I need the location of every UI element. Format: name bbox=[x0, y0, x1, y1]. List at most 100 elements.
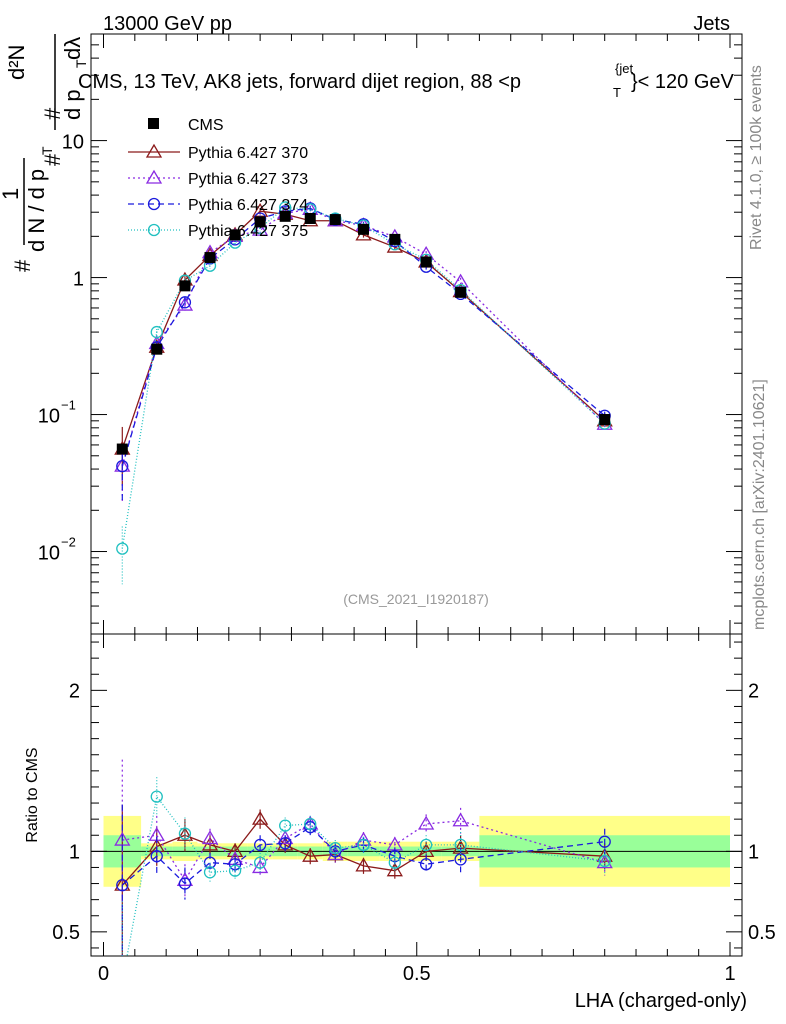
legend-marker-0 bbox=[145, 143, 163, 158]
series-marker-ratio bbox=[388, 856, 401, 869]
ratio-frame bbox=[90, 633, 743, 957]
series-marker-ratio bbox=[598, 854, 611, 868]
series-marker-ratio bbox=[418, 815, 435, 830]
cms-point bbox=[420, 256, 432, 268]
series-marker-ratio bbox=[150, 850, 163, 863]
series-marker-ratio bbox=[228, 864, 242, 877]
series-marker-ratio bbox=[329, 841, 342, 855]
series-marker-ratio bbox=[419, 838, 433, 852]
series-marker-ratio bbox=[253, 838, 267, 852]
series-line-ratio bbox=[122, 820, 605, 882]
ylabel-one: 1 bbox=[0, 188, 23, 200]
series-marker-ratio bbox=[279, 819, 292, 832]
series-marker-ratio bbox=[302, 847, 319, 862]
series-marker-ratio bbox=[277, 830, 294, 845]
y-tick-label-ratio: 2 bbox=[69, 680, 80, 702]
plot-title: CMS, 13 TeV, AK8 jets, forward dijet reg… bbox=[78, 61, 735, 100]
series-marker-main bbox=[116, 460, 129, 473]
series-marker-main bbox=[116, 542, 129, 555]
series-main-2 bbox=[116, 202, 611, 502]
cms-point bbox=[254, 216, 266, 228]
series-marker-main bbox=[178, 296, 192, 309]
y-tick-label-base: 10 bbox=[38, 543, 60, 565]
x-axis-title: LHA (charged-only) bbox=[575, 990, 747, 1012]
mc-series bbox=[114, 201, 613, 987]
y-axis-title-ratio: Ratio to CMS bbox=[24, 747, 41, 842]
series-marker-ratio bbox=[176, 826, 194, 841]
series-marker-main bbox=[251, 221, 269, 236]
series-ratio-3 bbox=[117, 777, 611, 987]
legend-label-2: Pythia 6.427 374 bbox=[188, 197, 308, 214]
cms-point bbox=[389, 233, 401, 245]
series-marker-ratio bbox=[329, 845, 342, 858]
cms-point bbox=[279, 210, 291, 222]
cms-point bbox=[179, 280, 191, 292]
plot-title-end: }< 120 GeV bbox=[631, 71, 735, 93]
series-marker-ratio bbox=[419, 858, 433, 871]
series-line-main bbox=[121, 207, 606, 467]
series-marker-ratio bbox=[228, 858, 242, 871]
series-main-0 bbox=[114, 202, 613, 485]
cms-point bbox=[455, 286, 467, 298]
cms-point bbox=[304, 212, 316, 224]
legend-marker-3 bbox=[147, 223, 161, 237]
series-marker-ratio bbox=[251, 810, 269, 825]
series-marker-ratio bbox=[388, 850, 401, 863]
x-tick-label: 1 bbox=[724, 963, 735, 985]
legend-label-0: Pythia 6.427 370 bbox=[188, 145, 308, 162]
ylabel-hash-1: # bbox=[10, 259, 35, 272]
ylabel-hash-3: # bbox=[40, 107, 65, 120]
y-tick-label-base: 10 bbox=[38, 406, 60, 428]
series-marker-main bbox=[386, 238, 403, 253]
ylabel-d2N: d²N bbox=[4, 45, 29, 80]
series-marker-ratio bbox=[304, 821, 317, 834]
series-marker-ratio bbox=[116, 879, 129, 892]
y-axis-title-main: # d N / d p T 1 # d p T # dλ d²N bbox=[0, 34, 89, 272]
legend-cms-label: CMS bbox=[188, 117, 224, 134]
ylabel-T: T bbox=[39, 146, 55, 155]
cms-point bbox=[357, 223, 369, 235]
series-line-main bbox=[121, 210, 606, 450]
series-marker-ratio bbox=[178, 877, 192, 890]
legend-label-3: Pythia 6.427 375 bbox=[188, 223, 308, 240]
plot-title-sup: {jet bbox=[615, 61, 633, 76]
legend-label-1: Pythia 6.427 373 bbox=[188, 171, 308, 188]
y-tick-label-1: 1 bbox=[73, 269, 84, 291]
series-marker-ratio bbox=[178, 827, 192, 840]
series-marker-ratio bbox=[452, 812, 469, 827]
series-marker-ratio bbox=[253, 856, 267, 869]
y-tick-label-exp: −1 bbox=[61, 398, 76, 413]
y-tick-label-ratio-right: 2 bbox=[748, 680, 759, 702]
plot-title-sub: T bbox=[613, 85, 621, 100]
series-marker-ratio bbox=[150, 790, 163, 803]
series-marker-ratio bbox=[598, 835, 611, 848]
legend-marker-2 bbox=[147, 197, 161, 211]
series-marker-ratio bbox=[357, 838, 370, 852]
series-main-3 bbox=[116, 201, 611, 585]
y-tick-label-ratio-right: 1 bbox=[748, 841, 759, 863]
y-tick-label-exp: −2 bbox=[61, 535, 76, 550]
cms-point bbox=[599, 414, 611, 426]
series-line-main bbox=[121, 206, 606, 549]
header-jets: Jets bbox=[693, 13, 730, 35]
series-main-1 bbox=[114, 201, 613, 502]
series-marker-ratio bbox=[279, 837, 292, 850]
legend-cms-marker bbox=[148, 118, 159, 129]
cms-point bbox=[151, 343, 163, 355]
y-tick-label-ratio: 0.5 bbox=[52, 922, 80, 944]
series-marker-ratio bbox=[304, 817, 317, 831]
cms-point bbox=[329, 214, 341, 226]
series-marker-main bbox=[176, 296, 194, 311]
ylabel-dl: dλ bbox=[60, 37, 85, 60]
x-tick-label: 0 bbox=[98, 963, 109, 985]
series-marker-main bbox=[150, 325, 163, 339]
series-marker-ratio bbox=[596, 854, 613, 869]
cms-point bbox=[204, 252, 216, 264]
series-marker-ratio bbox=[117, 976, 128, 987]
y-tick-label-ratio-right: 0.5 bbox=[748, 922, 776, 944]
cms-point bbox=[229, 229, 241, 241]
mcplots-label: mcplots.cern.ch [arXiv:2401.10621] bbox=[751, 379, 768, 630]
series-marker-ratio bbox=[454, 838, 467, 852]
